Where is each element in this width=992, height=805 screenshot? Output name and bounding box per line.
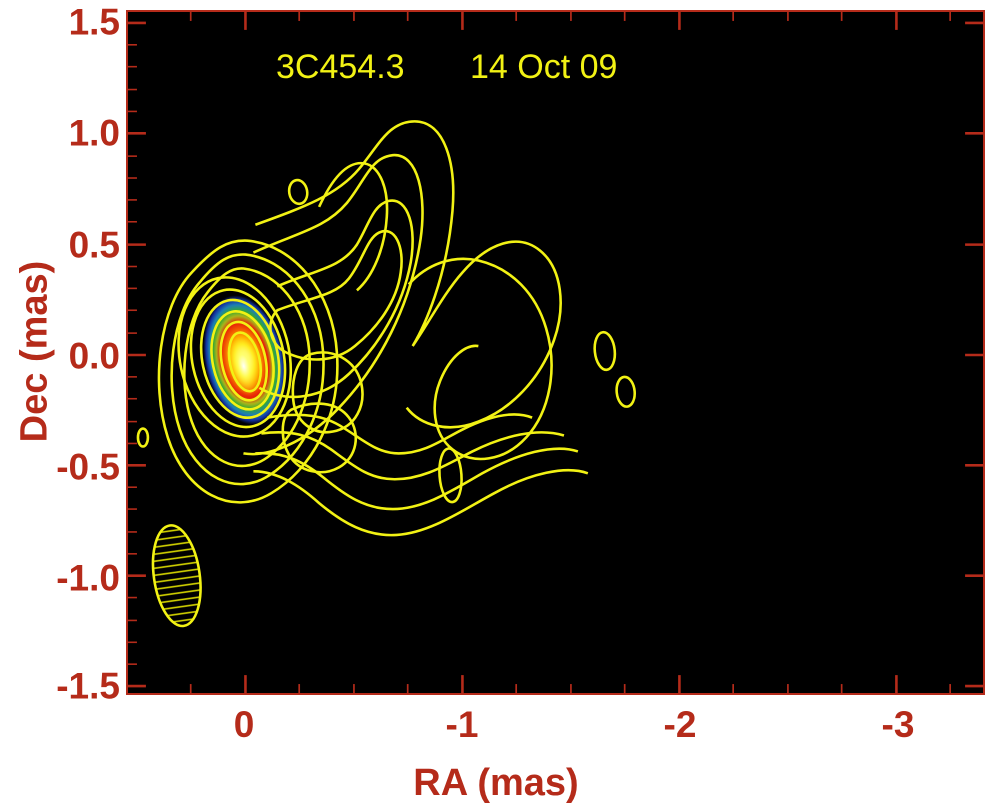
- island-far-west-1: [593, 330, 617, 372]
- island-west-edge: [136, 427, 150, 448]
- axis-ticks: [128, 12, 983, 693]
- y-tick-label-7: -1.5: [56, 665, 120, 707]
- x-tick-label-3: -2: [663, 704, 697, 745]
- y-tick-label-6: -1.0: [56, 557, 120, 599]
- x-tick-label-2: -1: [445, 704, 479, 745]
- x-tick-label-1: 0: [233, 704, 255, 745]
- observation-date-label: 14 Oct 09: [470, 48, 618, 86]
- y-tick-label-2: 1.0: [68, 112, 120, 154]
- y-tick-label-1: 1.5: [68, 1, 120, 43]
- isolated-contour-islands: [136, 178, 637, 504]
- restoring-beam-ellipse: [151, 524, 202, 628]
- island-far-west-2: [615, 375, 637, 408]
- extended-core-contours: [157, 239, 339, 504]
- source-name-label: 3C454.3: [276, 48, 405, 86]
- plot-area: 3C454.3 14 Oct 09: [126, 10, 985, 695]
- island-south-jet: [438, 447, 463, 504]
- y-tick-label-4: 0.0: [68, 335, 120, 377]
- y-axis-title: Dec (mas): [13, 260, 56, 443]
- contour-map-canvas: [128, 12, 983, 693]
- jet-contours: [243, 120, 589, 537]
- x-axis-title: RA (mas): [413, 762, 579, 804]
- y-tick-label-5: -0.5: [56, 446, 120, 488]
- y-tick-label-3: 0.5: [68, 224, 120, 266]
- x-tick-label-4: -3: [881, 704, 915, 745]
- island-north: [287, 178, 309, 206]
